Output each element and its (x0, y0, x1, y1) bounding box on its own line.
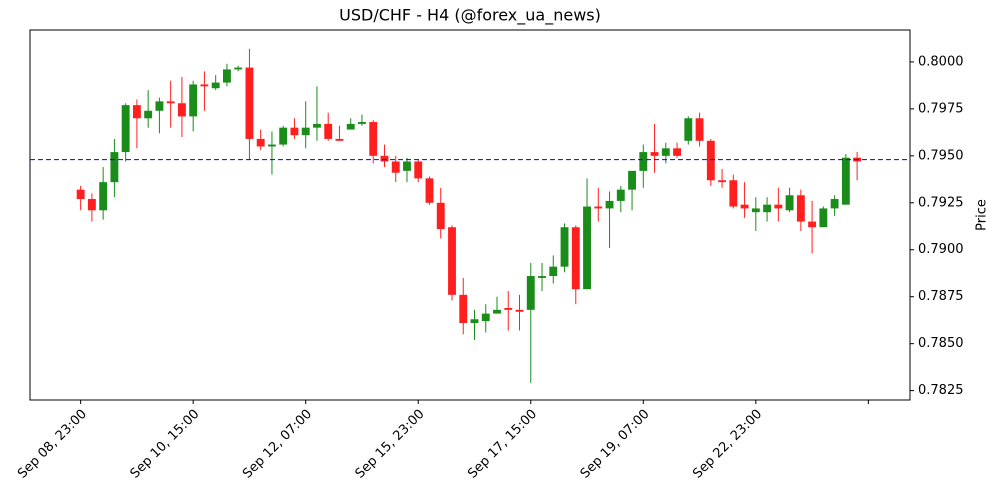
y-tick-label: 0.7925 (918, 195, 964, 210)
candle-body (774, 204, 783, 209)
y-axis-label: Price (975, 199, 990, 231)
x-tick-label: Sep 22, 23:00 (690, 407, 765, 482)
plot-frame (29, 29, 911, 401)
candle-body (189, 84, 198, 117)
candle-body (132, 105, 141, 119)
candle-body (358, 122, 366, 124)
candle-body (369, 122, 378, 156)
candle-body (211, 82, 220, 89)
candle-body (279, 127, 288, 145)
candle-body (830, 199, 839, 209)
x-tick-label: Sep 17, 15:00 (465, 407, 540, 482)
candle-body (245, 67, 254, 139)
y-tick-label: 0.7950 (918, 148, 964, 163)
candle-body (121, 105, 130, 153)
candle-body (616, 189, 625, 201)
candle-body (99, 182, 108, 211)
candle-body (560, 227, 569, 267)
candle-body (751, 208, 760, 213)
candle-body (166, 101, 175, 104)
candle-body (594, 206, 603, 209)
candle-body (515, 309, 524, 312)
candle-body (549, 266, 558, 277)
candle-body (346, 123, 355, 130)
y-tick-label: 0.7975 (918, 101, 964, 116)
candle-body (87, 199, 96, 211)
candle-body (425, 178, 434, 203)
candle-body (684, 118, 693, 141)
candle-body (740, 204, 749, 209)
x-tick-label: Sep 10, 15:00 (128, 407, 203, 482)
candle-body (459, 294, 468, 323)
candle-body (695, 118, 704, 141)
candle-body (819, 208, 828, 228)
candle-body (526, 276, 535, 310)
candle-body (414, 161, 423, 179)
candle-body (301, 127, 310, 136)
candle-body (268, 144, 276, 147)
y-tick-label: 0.7900 (918, 242, 964, 257)
y-tick-label: 0.7875 (918, 289, 964, 304)
candle-body (504, 307, 513, 310)
candle-body (200, 84, 209, 87)
candle-body (571, 227, 580, 290)
candle-body (673, 148, 681, 156)
candle-body (841, 157, 850, 205)
candle-body (785, 195, 794, 211)
candle-body (583, 206, 591, 290)
x-tick-label: Sep 08, 23:00 (15, 407, 90, 482)
y-tick-label: 0.7825 (918, 383, 964, 398)
candle-body (380, 155, 389, 162)
candle-body (313, 123, 321, 128)
x-tick-label: Sep 12, 07:00 (240, 407, 315, 482)
candle-body (436, 202, 445, 230)
candle-body (470, 319, 479, 323)
candle-body (796, 195, 805, 222)
candle-body (391, 161, 400, 173)
candle-body (763, 204, 772, 213)
candle-body (335, 138, 344, 141)
candle-body (222, 69, 231, 83)
candle-body (808, 221, 817, 228)
y-tick-label: 0.8000 (918, 54, 964, 69)
candle-body (661, 148, 670, 156)
candle-body (234, 67, 243, 70)
candle-body (481, 313, 490, 322)
candle-body (493, 309, 501, 314)
candle-body (155, 101, 164, 111)
candle-body (718, 180, 727, 183)
candle-body (605, 200, 614, 209)
candle-body (324, 123, 333, 139)
candle-body (639, 152, 648, 171)
candle-body (177, 103, 186, 117)
candle-body (628, 170, 636, 190)
candle-body (448, 227, 456, 295)
candle-body (110, 152, 119, 183)
candle-body (650, 152, 659, 156)
chart-title: USD/CHF - H4 (@forex_ua_news) (339, 6, 601, 26)
candle-body (76, 189, 85, 200)
candle-body (403, 161, 411, 171)
x-tick-label: Sep 15, 23:00 (353, 407, 428, 482)
candle-body (290, 127, 299, 136)
candle-body (729, 180, 738, 207)
candle-body (144, 110, 153, 119)
candle-body (706, 140, 715, 181)
candle-body (256, 138, 265, 147)
x-tick-label: Sep 19, 07:00 (578, 407, 653, 482)
candle-body (538, 276, 546, 278)
y-tick-label: 0.7850 (918, 336, 964, 351)
